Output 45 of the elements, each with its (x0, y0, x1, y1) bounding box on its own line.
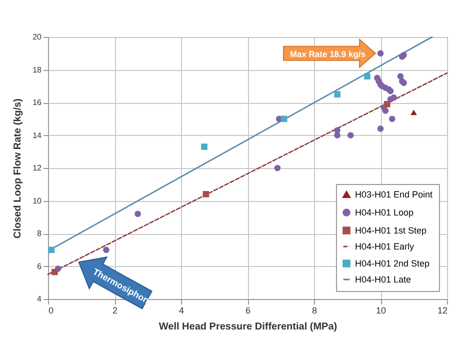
point (390, 94, 397, 101)
x-tick-label: 0 (48, 306, 54, 316)
x-tick-label: 10 (376, 306, 386, 316)
y-tick-label: 12 (32, 164, 42, 172)
annotation: Max Rate 18.9 kg/s (290, 48, 366, 59)
point (51, 268, 58, 276)
point (347, 132, 354, 138)
legend-label: H04-H01 Late (355, 274, 412, 284)
point (201, 144, 208, 150)
point (202, 191, 210, 198)
point (377, 50, 384, 57)
point (134, 210, 141, 218)
y-axis-title: Closed Loop Flow Rate (kg/s) (12, 98, 24, 239)
point (364, 73, 370, 80)
x-tick-label: 6 (245, 306, 251, 316)
y-tick-label: 16 (32, 98, 42, 107)
point (388, 116, 396, 122)
point (384, 100, 390, 108)
point (334, 91, 340, 98)
point (274, 164, 281, 172)
x-tick-label: 2 (112, 306, 118, 316)
point (48, 246, 54, 254)
point (334, 132, 340, 138)
y-tick-label: 4 (37, 294, 42, 304)
y-tick-label: 18 (32, 65, 42, 74)
y-tick-label: 10 (32, 196, 42, 206)
legend-label: H04-H01 Loop (355, 208, 414, 218)
x-tick-label: 8 (312, 306, 318, 316)
point (410, 110, 417, 116)
point (103, 246, 110, 254)
y-tick-label: 20 (32, 32, 42, 42)
x-axis-title: Well Head Pressure Differential (MPa) (158, 322, 338, 332)
legend-label: H04-H01 Early (355, 242, 415, 252)
legend-label: H04-H01 2nd Step (355, 258, 430, 268)
x-tick-label: 12 (437, 306, 448, 316)
legend-label: H03-H01 End Point (355, 190, 434, 200)
y-tick-label: 6 (37, 262, 42, 271)
y-tick-label: 14 (32, 130, 42, 140)
arrow-icon: Max Rate 18.9 kg/s (283, 38, 376, 68)
point (280, 116, 288, 122)
y-tick-label: 8 (37, 229, 42, 238)
legend-label: H04-H01 1st Step (355, 226, 427, 236)
point (377, 126, 384, 132)
point (382, 108, 389, 114)
x-tick-label: 4 (178, 306, 184, 316)
